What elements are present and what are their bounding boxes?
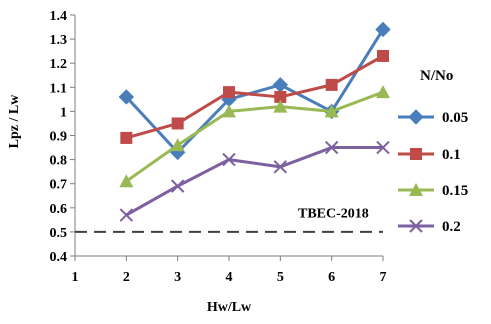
y-tick-label: 1.4 [50,9,68,24]
y-tick-label: 0.6 [50,202,68,217]
legend-label: 0.05 [442,110,468,126]
point-marker [171,138,185,151]
series-line [126,56,383,138]
y-tick-label: 1.2 [50,57,68,72]
legend-item: 0.1 [398,147,461,163]
y-tick-label: 1.1 [50,81,68,96]
point-marker [223,86,235,98]
point-marker [172,117,184,129]
series-0-1 [120,50,389,144]
point-marker [409,110,423,124]
legend-item: 0.05 [398,110,468,126]
y-axis-title: Lpz / Lw [7,94,22,149]
point-marker [376,22,390,36]
point-marker [326,79,338,91]
series-layer [119,22,390,221]
point-marker [172,180,184,192]
series-0-05 [119,22,390,159]
x-tick-label: 7 [380,270,387,285]
point-marker [273,78,287,92]
x-tick-label: 4 [226,270,233,285]
x-tick-label: 2 [123,270,130,285]
y-tick-label: 0.8 [50,154,68,169]
x-axis-title: Hw/Lw [207,300,252,315]
series-0-15 [119,85,390,187]
y-tick-label: 0.9 [50,130,68,145]
y-tick-label: 0.7 [50,178,68,193]
x-tick-label: 3 [174,270,181,285]
reference-line-label: TBEC-2018 [298,207,369,222]
legend-item: 0.15 [398,183,468,199]
point-marker [410,148,422,160]
y-tick-label: 1.3 [50,33,68,48]
point-marker [120,209,132,221]
point-marker [377,50,389,62]
legend-label: 0.2 [442,219,461,235]
legend-title: N/No [420,68,453,84]
y-tick-label: 1 [60,105,67,120]
point-marker [376,85,390,98]
legend-item: 0.2 [398,219,461,235]
x-tick-label: 5 [277,270,284,285]
series-line [126,29,383,152]
legend-label: 0.15 [442,183,468,199]
legend: N/No 0.05 0.1 0.15 0.2 [398,68,468,235]
y-tick-label: 0.5 [50,226,68,241]
legend-label: 0.1 [442,147,461,163]
x-tick-label: 1 [72,270,79,285]
series-line [126,148,383,215]
y-tick-label: 0.4 [50,250,68,265]
point-marker [120,132,132,144]
x-tick-label: 6 [328,270,335,285]
